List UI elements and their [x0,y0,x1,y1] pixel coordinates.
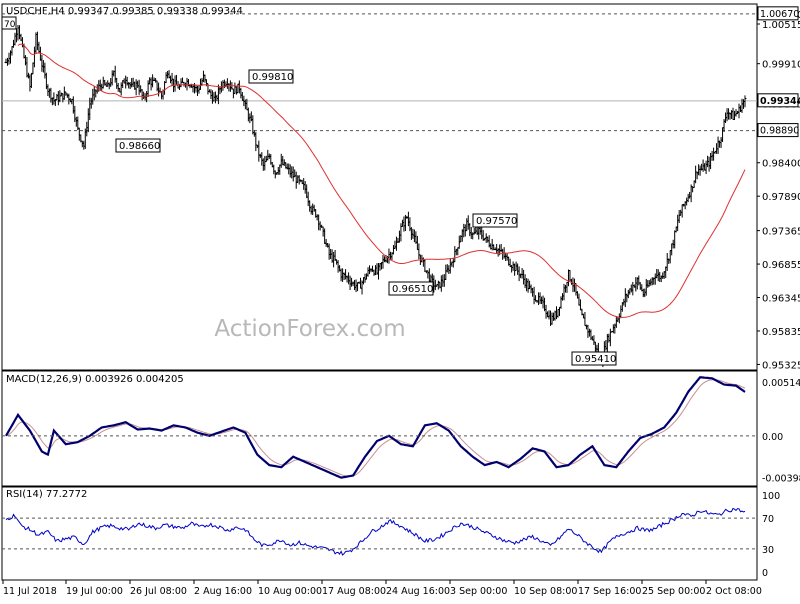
y-tick-label: 0.99910 [762,60,800,71]
annotation-label: 0.98660 [119,141,160,152]
panel-frame [1,3,758,371]
panel-frames [1,3,758,581]
y-tick-label: 0.95835 [762,327,800,338]
annotation-label: 0.97570 [476,216,517,227]
rsi-y-label: 100 [762,491,780,502]
macd-panel [2,376,757,479]
macd-y-label: 0.00514 [762,378,800,389]
rsi-line [5,507,746,556]
annotation-box [388,281,434,296]
y-axis-labels: 1.006701.005150.999100.993050.984000.978… [757,6,800,579]
x-tick-label: 2 Oct 08:00 [706,586,762,597]
annotation-label: 0.96510 [392,284,433,295]
reference-lines [2,13,757,132]
price-annotation: 0.99810 [248,69,294,84]
price-label-frame [757,6,799,21]
macd-y-label: -0.00398 [762,473,800,484]
x-tick-label: 26 Jul 08:00 [130,586,187,597]
y-tick-label: 1.00515 [762,20,800,31]
x-tick-label: 2 Aug 16:00 [194,586,252,597]
price-label-text: 0.99344 [760,96,800,107]
price-annotation: 0.98660 [115,138,161,153]
macd-title: MACD(12,26,9) 0.003926 0.004205 [6,374,184,385]
x-tick-label: 25 Sep 00:00 [642,586,705,597]
x-tick-label: 24 Aug 16:00 [386,586,450,597]
x-tick-label: 11 Jul 2018 [3,586,57,597]
rsi-y-label: 70 [762,514,774,525]
ohlc-bar [743,95,747,108]
x-tick-label: 17 Sep 16:00 [578,586,641,597]
price-label-text: 1.00670 [760,9,799,20]
rsi-y-label: 0 [762,568,768,579]
panel-frame [1,486,758,581]
price-label-box: 0.99344 [757,93,800,108]
price-annotation: 0.95410 [571,351,617,366]
annotation-box [115,138,161,153]
price-annotations: 0.98660 0.99810 0.97570 0.96510 0.95410 [115,69,617,366]
x-tick-label: 10 Sep 08:00 [514,586,577,597]
annotation-label: 0.99810 [252,72,293,83]
rsi-panel [2,507,757,556]
price-annotation: 0.96510 [388,281,434,296]
x-tick-label: 10 Aug 00:00 [258,586,322,597]
macd-y-label: 0.00 [762,432,783,443]
price-label-box: 0.98890 [757,123,799,138]
price-label-frame [757,93,799,108]
price-annotation: 0.97570 [472,213,518,228]
symbol-header: USDCHF,H4 0.99347 0.99385 0.99338 0.9934… [6,6,243,17]
rsi-y-label: 30 [762,545,774,556]
y-tick-label: 0.98400 [762,159,800,170]
x-axis-labels: 11 Jul 2018 19 Jul 00:00 26 Jul 08:00 2 Aug… [2,580,762,597]
annotation-box [472,213,518,228]
y-tick-label: 0.96855 [762,260,800,271]
macd-line [5,376,746,479]
annotation-box [571,351,617,366]
moving-average-line [17,43,746,318]
watermark: ActionForex.com [214,316,405,342]
y-tick-label: 0.95325 [762,360,800,371]
x-tick-label: 19 Jul 00:00 [66,586,123,597]
y-tick-label: 0.96345 [762,294,800,305]
x-tick-label: 17 Aug 08:00 [322,586,386,597]
ohlc-bars [4,25,747,368]
tag-70-box [1,16,17,30]
rsi-title: RSI(14) 77.2772 [6,489,87,500]
price-label-text: 0.98890 [760,126,799,137]
annotation-label: 0.95410 [575,354,616,365]
y-tick-label: 0.97890 [762,192,800,203]
panel-frame [1,370,758,487]
price-label-box: 1.00670 [757,6,799,21]
price-label-frame [757,123,799,138]
tag-70: 70 [4,20,16,30]
x-tick-label: 3 Sep 00:00 [450,586,507,597]
y-tick-label: 0.97365 [762,227,800,238]
annotation-box [248,69,294,84]
price-panel: 0.98660 0.99810 0.97570 0.96510 0.95410 [2,13,757,368]
